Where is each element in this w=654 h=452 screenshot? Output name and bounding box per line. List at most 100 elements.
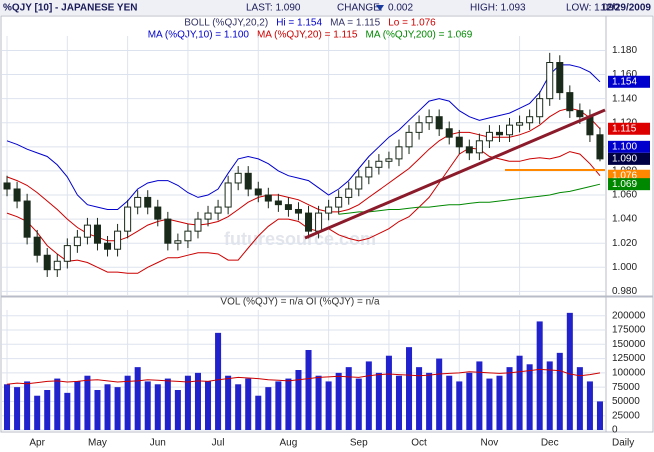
y-tick-label: 25000: [612, 410, 640, 421]
price-marker-label: 1.100: [612, 141, 637, 152]
price-marker-label: 1.090: [612, 154, 637, 165]
x-tick-label: Jun: [150, 438, 166, 449]
legend-item: MA (%QJY,10) = 1.100: [148, 30, 250, 41]
candle-body: [73, 236, 81, 247]
change-label: CHANGE:: [337, 3, 383, 14]
candle-body: [536, 98, 544, 118]
candle-body: [596, 134, 604, 160]
candle-body: [445, 128, 453, 138]
volume-bar: [184, 375, 191, 430]
candle-body: [53, 260, 61, 271]
volume-bar: [325, 381, 332, 430]
price-marker: [608, 152, 650, 165]
volume-bar: [24, 381, 31, 430]
candle-body: [365, 166, 373, 178]
volume-bar: [526, 364, 533, 430]
candle-body: [83, 224, 91, 238]
volume-bar: [496, 375, 503, 430]
candle-body: [325, 206, 333, 214]
candle-body: [184, 230, 192, 242]
candle-body: [93, 224, 101, 244]
candle-body: [154, 206, 162, 220]
x-axis-label: Daily: [612, 438, 634, 449]
y-tick-label: 0: [612, 425, 618, 436]
candle-body: [124, 206, 132, 232]
x-tick-label: May: [88, 438, 107, 449]
volume-bar: [275, 381, 282, 430]
y-tick-label: 1.060: [612, 190, 637, 201]
y-tick-label: 150000: [612, 339, 646, 350]
volume-bar: [365, 361, 372, 430]
volume-bar: [44, 390, 51, 430]
candle-body: [475, 140, 483, 154]
volume-bar: [194, 372, 201, 430]
x-tick-label: Aug: [280, 438, 298, 449]
y-tick-label: 100000: [612, 367, 646, 378]
candle-body: [224, 182, 232, 208]
volume-frame: [0, 296, 654, 433]
volume-bar: [245, 378, 252, 430]
low-price: LOW: 1.090: [566, 3, 620, 14]
volume-bar: [395, 375, 402, 430]
candle-body: [345, 188, 353, 198]
volume-bar: [14, 387, 21, 430]
price-marker-label: 1.069: [612, 179, 637, 190]
symbol-title: %QJY [10] - JAPANESE YEN: [3, 3, 138, 14]
candle-body: [104, 242, 112, 250]
volume-bar: [556, 352, 563, 430]
legend-item: MA = 1.115: [330, 18, 381, 29]
candle-body: [164, 218, 172, 244]
y-tick-label: 1.160: [612, 69, 637, 80]
volume-bar: [114, 387, 121, 430]
x-tick-label: Sep: [350, 438, 368, 449]
y-tick-label: 75000: [612, 382, 640, 393]
candle-body: [284, 204, 292, 210]
candle-body: [234, 172, 242, 184]
volume-bar: [54, 378, 61, 430]
candle-body: [586, 116, 594, 136]
volume-bar: [215, 332, 222, 430]
candle-body: [254, 188, 262, 196]
volume-bar: [345, 367, 352, 430]
volume-bar: [154, 384, 161, 430]
price-marker: [608, 178, 650, 191]
price-marker-label: 1.076: [612, 170, 637, 181]
indicator-line: [6, 107, 601, 242]
header-bar: [0, 0, 654, 15]
y-tick-label: 1.020: [612, 238, 637, 249]
candle-body: [556, 62, 564, 94]
price-marker-label: 1.115: [612, 123, 637, 134]
candle-body: [305, 212, 313, 232]
indicator-line: [6, 147, 601, 274]
volume-bar: [205, 381, 212, 430]
price-frame: [0, 15, 654, 297]
plot: 0.9801.0001.0201.0401.0601.0801.1001.120…: [2, 36, 650, 449]
candle-body: [425, 116, 433, 124]
candle-body: [516, 122, 524, 126]
candle-body: [495, 131, 503, 136]
y-tick-label: 1.180: [612, 45, 637, 56]
volume-bar: [34, 395, 41, 430]
candle-body: [405, 131, 413, 148]
candle-body: [33, 236, 41, 256]
y-tick-label: 1.000: [612, 262, 637, 273]
indicator-line: [6, 368, 601, 385]
volume-bar: [74, 381, 81, 430]
watermark: futuresource.com: [224, 229, 376, 249]
change-value: 0.002: [388, 3, 413, 14]
x-tick-label: Jul: [212, 438, 225, 449]
candle-body: [315, 212, 323, 232]
volume-bar: [174, 390, 181, 430]
volume-bar: [144, 381, 151, 430]
volume-bar: [285, 378, 292, 430]
y-tick-label: 200000: [612, 310, 646, 321]
volume-bar: [355, 378, 362, 430]
candle-body: [546, 62, 554, 100]
legend-item: Hi = 1.154: [276, 18, 322, 29]
candle-body: [385, 158, 393, 162]
candle-body: [435, 116, 443, 130]
volume-bar: [315, 375, 322, 430]
legend-ma: MA (%QJY,10) = 1.100 MA (%QJY,20) = 1.115…: [148, 30, 473, 41]
y-tick-label: 175000: [612, 325, 646, 336]
